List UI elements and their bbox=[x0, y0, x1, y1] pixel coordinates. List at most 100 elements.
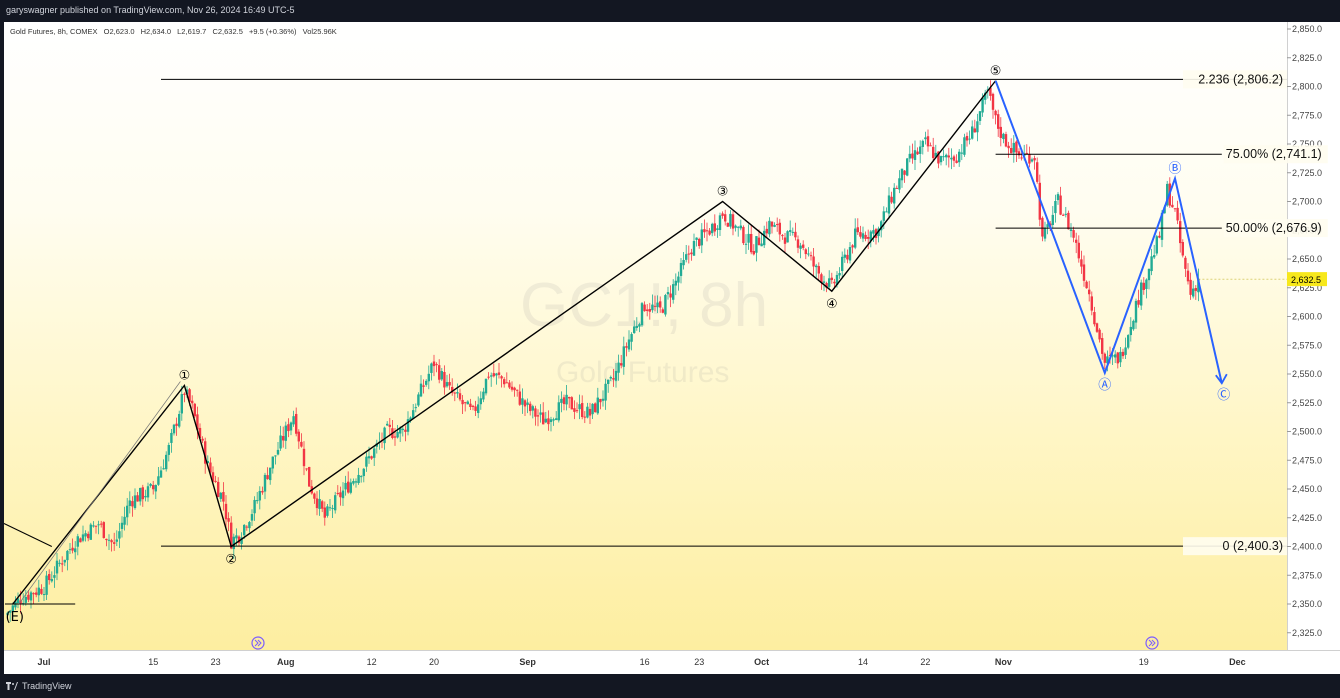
x-tick-label: 23 bbox=[211, 657, 221, 667]
candle-body bbox=[1127, 335, 1130, 348]
candle-body bbox=[1132, 320, 1135, 330]
candle-body bbox=[399, 427, 402, 434]
impulse-wave-line bbox=[12, 80, 997, 605]
candle-body bbox=[752, 251, 755, 255]
candle-body bbox=[113, 542, 116, 544]
candle-body bbox=[167, 445, 170, 455]
candle-body bbox=[700, 229, 703, 246]
candle-body bbox=[1030, 159, 1034, 162]
candle-body bbox=[165, 454, 168, 470]
chart-area[interactable] bbox=[4, 22, 1287, 650]
candle-body bbox=[435, 364, 438, 366]
candle-body bbox=[24, 596, 27, 603]
candle-body bbox=[42, 594, 46, 596]
candle-body bbox=[523, 400, 527, 407]
wave-label: ① bbox=[179, 369, 191, 384]
candle-body bbox=[898, 178, 901, 190]
candle-body bbox=[479, 398, 482, 405]
candle-body bbox=[627, 339, 631, 350]
candle-body bbox=[97, 524, 100, 526]
y-tick-label: 2,575.0 bbox=[1292, 340, 1322, 350]
candle-body bbox=[297, 431, 300, 442]
candle-body bbox=[1103, 353, 1106, 363]
candle-body bbox=[1002, 133, 1005, 140]
candle-body bbox=[960, 152, 963, 154]
candle-body bbox=[976, 121, 979, 133]
candle-body bbox=[222, 492, 225, 502]
candle-body bbox=[562, 397, 566, 405]
x-tick-label: Dec bbox=[1229, 657, 1246, 667]
candle-body bbox=[237, 536, 241, 543]
candle-body bbox=[1186, 270, 1190, 282]
candle-body bbox=[729, 213, 732, 227]
candle-body bbox=[703, 229, 706, 233]
candle-body bbox=[656, 302, 659, 308]
candle-body bbox=[1077, 242, 1080, 259]
y-tick-label: 2,500.0 bbox=[1292, 427, 1322, 437]
candle-body bbox=[1158, 235, 1161, 238]
candle-body bbox=[1085, 281, 1088, 289]
candle-body bbox=[856, 227, 859, 233]
price-axis[interactable] bbox=[1287, 22, 1340, 650]
candle-body bbox=[230, 522, 233, 549]
candle-body bbox=[40, 588, 43, 594]
candle-body bbox=[1075, 239, 1078, 243]
candle-body bbox=[807, 253, 810, 255]
candle-body bbox=[594, 403, 597, 413]
candle-body bbox=[482, 391, 485, 400]
candle-body bbox=[646, 309, 649, 312]
candle-body bbox=[583, 416, 586, 418]
candle-body bbox=[354, 481, 358, 483]
candle-body bbox=[94, 525, 98, 527]
candle-body bbox=[266, 475, 269, 480]
timeline-jump-icon bbox=[1145, 636, 1159, 650]
candle-body bbox=[172, 424, 176, 434]
candle-body bbox=[724, 214, 727, 222]
candle-body bbox=[458, 393, 462, 400]
wave-label: ② bbox=[225, 553, 237, 568]
candle-body bbox=[677, 276, 680, 283]
candle-body bbox=[131, 501, 134, 507]
candle-body bbox=[1171, 204, 1174, 208]
candle-body bbox=[513, 387, 516, 391]
time-axis[interactable] bbox=[4, 650, 1340, 675]
candle-body bbox=[159, 470, 163, 478]
candle-body bbox=[362, 468, 365, 477]
candle-body bbox=[1189, 279, 1192, 295]
candle-body bbox=[417, 394, 420, 406]
candle-body bbox=[328, 507, 332, 509]
candle-body bbox=[1194, 288, 1197, 291]
candle-body bbox=[939, 156, 943, 163]
candle-body bbox=[146, 486, 150, 498]
candle-body bbox=[1108, 354, 1112, 356]
candle-body bbox=[692, 241, 696, 256]
y-tick-label: 2,350.0 bbox=[1292, 599, 1322, 609]
candle-body bbox=[1111, 355, 1114, 357]
candle-body bbox=[367, 456, 371, 459]
candle-body bbox=[443, 371, 446, 388]
candle-body bbox=[61, 563, 64, 565]
candle-body bbox=[929, 145, 932, 147]
candle-body bbox=[1054, 200, 1057, 214]
x-tick-label: 15 bbox=[148, 657, 158, 667]
candle-body bbox=[651, 304, 654, 311]
y-tick-label: 2,700.0 bbox=[1292, 197, 1322, 207]
wave-label: ④ bbox=[826, 297, 838, 312]
wave-label: Ⓐ bbox=[1098, 378, 1111, 393]
candle-body bbox=[552, 419, 555, 421]
candle-body bbox=[1046, 224, 1049, 228]
candle-body bbox=[401, 428, 404, 431]
candle-body bbox=[287, 424, 290, 432]
symbol-name: Gold Futures, 8h, COMEX bbox=[10, 27, 98, 36]
x-tick-label: Jul bbox=[37, 657, 50, 667]
candle-body bbox=[648, 308, 651, 312]
candle-body bbox=[126, 505, 129, 518]
candle-body bbox=[926, 136, 930, 147]
candle-body bbox=[170, 432, 173, 443]
candle-body bbox=[276, 449, 280, 455]
candle-body bbox=[950, 157, 953, 160]
candle-body bbox=[9, 610, 12, 613]
candle-body bbox=[1166, 183, 1169, 206]
candle-body bbox=[705, 230, 709, 232]
